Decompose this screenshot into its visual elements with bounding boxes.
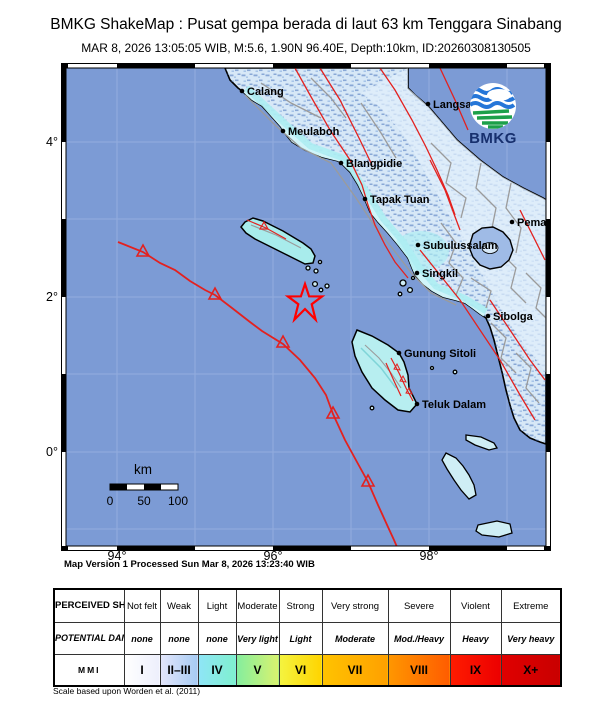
- mmi-cell: VI: [278, 654, 323, 687]
- mmi-cell: IX: [449, 654, 502, 687]
- perceived-shaking-row: PERCEIVED SHAKING Not felt Weak Light Mo…: [53, 588, 562, 623]
- mmi-cell: I: [123, 654, 161, 687]
- row-header: PERCEIVED SHAKING: [53, 588, 125, 623]
- mainland-sumatra: [224, 68, 546, 445]
- y-tick: 4°: [46, 135, 58, 149]
- shaking-cell: Moderate: [235, 588, 280, 623]
- x-tick: 94°: [107, 549, 127, 563]
- svg-text:100: 100: [168, 494, 188, 508]
- mmi-cell: X+: [500, 654, 562, 687]
- shaking-cell: Strong: [278, 588, 323, 623]
- shaking-cell: Severe: [387, 588, 451, 623]
- mmi-cell: VIII: [387, 654, 451, 687]
- lake-toba: [468, 226, 514, 270]
- damage-cell: none: [123, 622, 161, 655]
- mmi-cell: V: [235, 654, 280, 687]
- city-label: Singkil: [422, 268, 458, 280]
- trench-line: [117, 241, 398, 546]
- shaking-cell: Extreme: [500, 588, 562, 623]
- svg-text:50: 50: [137, 494, 151, 508]
- scale-unit: km: [134, 462, 152, 477]
- shaking-cell: Violent: [449, 588, 502, 623]
- mmi-cell: IV: [197, 654, 237, 687]
- mmi-cell: VII: [321, 654, 389, 687]
- island-nias: [351, 329, 418, 413]
- svg-text:0: 0: [107, 494, 114, 508]
- bmkg-logo-text: BMKG: [469, 130, 517, 147]
- y-tick: 0°: [46, 445, 58, 459]
- island-simeulue: [240, 217, 316, 265]
- damage-cell: none: [197, 622, 237, 655]
- row-header: POTENTIAL DAMAGE: [53, 622, 125, 655]
- city-label: Pema: [517, 217, 547, 229]
- y-tick: 2°: [46, 290, 58, 304]
- city-label: Gunung Sitoli: [404, 348, 476, 360]
- map-version-line: Map Version 1 Processed Sun Mar 8, 2026 …: [64, 559, 315, 570]
- small-islands: [305, 259, 513, 538]
- city-label: Meulaboh: [288, 126, 340, 138]
- city-label: Sibolga: [493, 311, 534, 323]
- city-label: Subulussalam: [423, 240, 498, 252]
- city-label: Tapak Tuan: [370, 194, 430, 206]
- page-title: BMKG ShakeMap : Pusat gempa berada di la…: [50, 16, 562, 33]
- mmi-cell: II–III: [159, 654, 199, 687]
- damage-cell: Moderate: [321, 622, 389, 655]
- map-frame: [61, 63, 551, 551]
- intensity-legend-table: PERCEIVED SHAKING Not felt Weak Light Mo…: [53, 588, 562, 687]
- shaking-cell: Not felt: [123, 588, 161, 623]
- graticule: [66, 68, 546, 546]
- mmi-row: MMI I II–III IV V VI VII VIII IX X+: [53, 654, 562, 687]
- shaking-cell: Very strong: [321, 588, 389, 623]
- damage-cell: Light: [278, 622, 323, 655]
- x-tick: 98°: [419, 549, 439, 563]
- potential-damage-row: POTENTIAL DAMAGE none none none Very lig…: [53, 622, 562, 655]
- city-label: Langsa: [433, 99, 472, 111]
- shaking-cell: Light: [197, 588, 237, 623]
- bmkg-logo: BMKG: [469, 83, 517, 147]
- epicenter-star: [284, 280, 326, 324]
- fault-lines: [294, 68, 546, 421]
- city-label: Teluk Dalam: [422, 399, 486, 411]
- damage-cell: Very heavy: [500, 622, 562, 655]
- x-tick: 96°: [263, 549, 283, 563]
- city-label: Blangpidie: [346, 158, 402, 170]
- damage-cell: none: [159, 622, 199, 655]
- damage-cell: Mod./Heavy: [387, 622, 451, 655]
- city-label: Calang: [247, 86, 284, 98]
- damage-cell: Heavy: [449, 622, 502, 655]
- shaking-cell: Weak: [159, 588, 199, 623]
- damage-cell: Very light: [235, 622, 280, 655]
- row-header: MMI: [53, 654, 125, 687]
- shakemap-canvas: Calang Meulaboh Blangpidie Tapak Tuan La…: [61, 63, 551, 551]
- city-markers: Calang Meulaboh Blangpidie Tapak Tuan La…: [239, 86, 547, 411]
- event-subtitle: MAR 8, 2026 13:05:05 WIB, M:5.6, 1.90N 9…: [81, 41, 531, 55]
- legend-caption: Scale based upon Worden et al. (2011): [53, 686, 201, 696]
- scale-bar: km 0 50 100: [107, 462, 189, 508]
